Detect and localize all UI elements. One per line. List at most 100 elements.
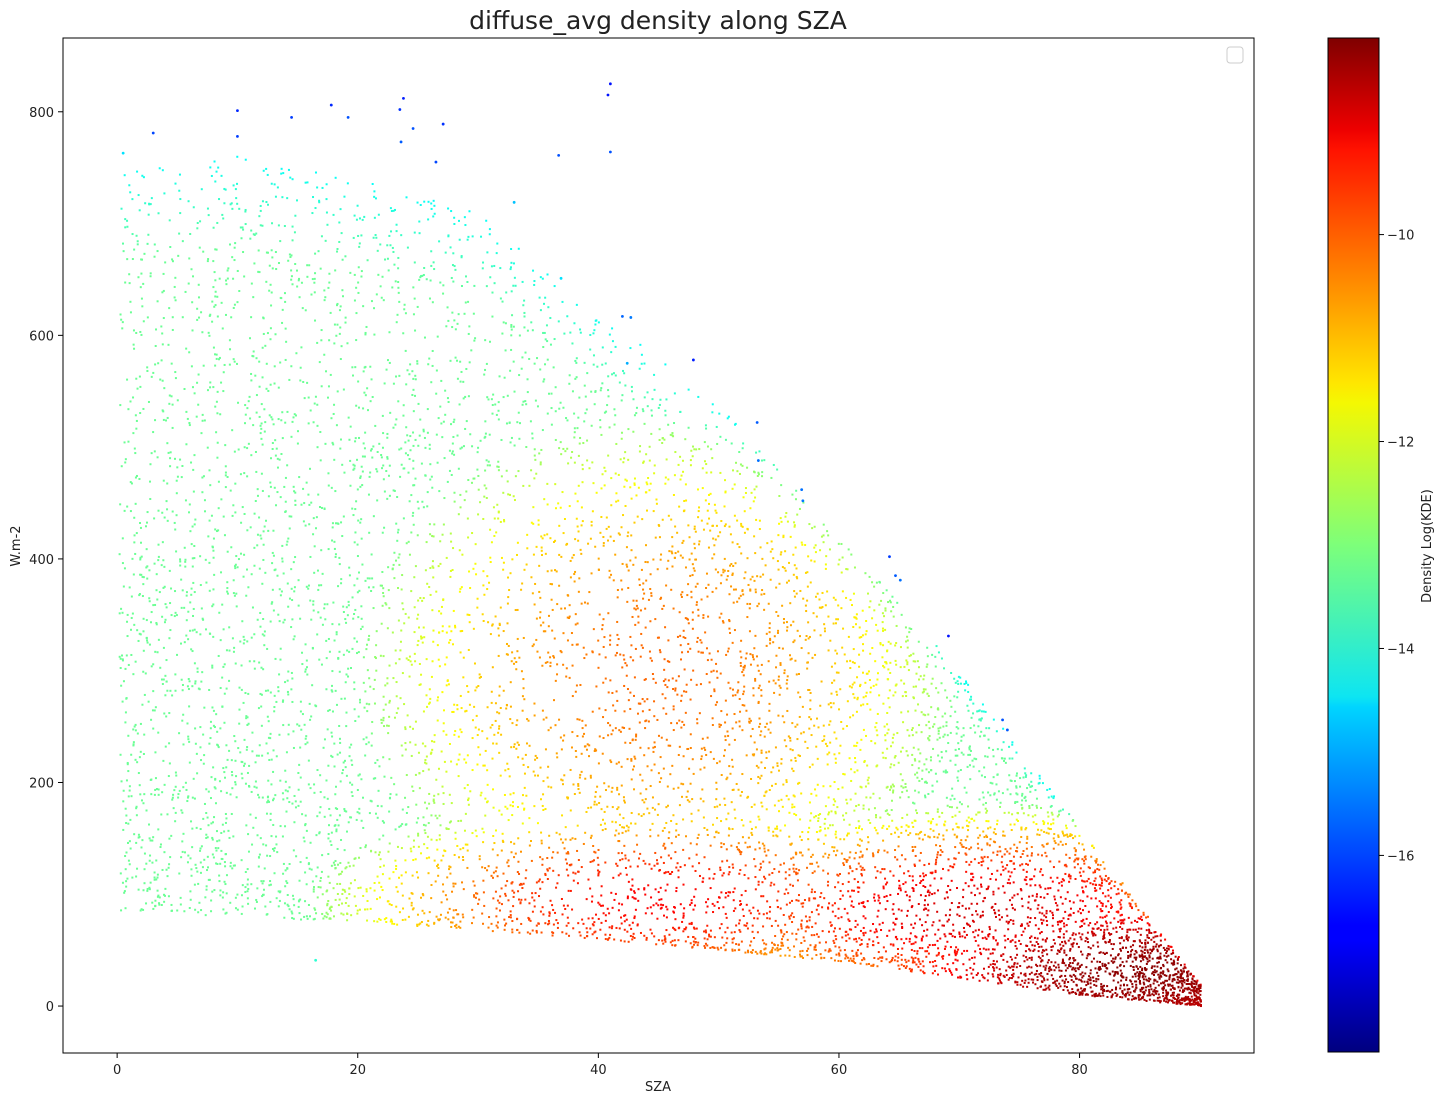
density-point: [401, 754, 404, 757]
density-point: [417, 507, 420, 510]
density-point: [397, 256, 400, 259]
density-point: [215, 248, 218, 251]
density-point: [428, 856, 431, 859]
density-point: [209, 737, 212, 740]
density-point: [546, 776, 549, 779]
density-point: [460, 586, 463, 589]
density-point: [518, 334, 521, 337]
density-point: [202, 250, 205, 253]
density-point: [271, 442, 274, 445]
density-point: [284, 476, 287, 479]
density-point: [433, 204, 436, 207]
density-point: [561, 783, 564, 786]
density-point: [168, 637, 171, 640]
density-point: [915, 685, 918, 688]
density-point: [646, 509, 649, 512]
density-point: [540, 448, 543, 451]
density-point: [174, 377, 177, 380]
density-point: [444, 663, 447, 666]
density-point: [630, 497, 633, 500]
density-point: [832, 622, 835, 625]
density-point: [222, 891, 225, 894]
density-point: [127, 440, 130, 443]
density-point: [468, 210, 471, 213]
density-point: [511, 801, 514, 804]
density-point: [522, 304, 525, 307]
density-point: [830, 692, 833, 695]
density-point: [403, 703, 406, 706]
density-point: [895, 663, 898, 666]
density-point: [793, 795, 796, 798]
density-point: [157, 731, 160, 734]
density-point: [384, 703, 387, 706]
density-point: [388, 699, 391, 702]
density-point: [157, 362, 160, 365]
density-point: [502, 491, 505, 494]
density-point: [922, 688, 925, 691]
density-point: [697, 510, 700, 513]
density-point: [383, 775, 386, 778]
density-point: [412, 377, 415, 380]
density-point: [481, 613, 484, 616]
density-point: [373, 307, 376, 310]
density-point: [599, 389, 602, 392]
density-point: [166, 416, 169, 419]
density-point: [237, 448, 240, 451]
density-point: [320, 549, 323, 552]
density-point: [180, 678, 183, 681]
density-point: [498, 809, 501, 812]
density-point: [875, 722, 878, 725]
density-point: [196, 670, 199, 673]
density-point: [712, 537, 715, 540]
density-point: [577, 784, 580, 787]
density-point: [119, 503, 122, 506]
density-point: [353, 879, 356, 882]
density-point: [799, 818, 802, 821]
density-point: [312, 603, 315, 606]
density-point: [912, 825, 915, 828]
density-point: [576, 824, 579, 827]
density-point: [424, 446, 427, 449]
density-point: [942, 735, 945, 738]
density-point: [342, 769, 345, 772]
density-point: [544, 363, 547, 366]
density-point: [188, 424, 191, 427]
density-point: [559, 401, 562, 404]
density-point: [136, 867, 139, 870]
density-point: [171, 260, 174, 263]
density-point: [152, 907, 155, 910]
density-point: [259, 424, 262, 427]
density-point: [174, 276, 177, 279]
density-point: [438, 610, 441, 613]
density-point: [813, 560, 816, 563]
density-point: [465, 761, 468, 764]
density-point: [888, 825, 891, 828]
density-point: [316, 341, 319, 344]
density-point: [464, 395, 467, 398]
density-point: [566, 419, 569, 422]
density-point: [203, 706, 206, 709]
density-point: [862, 649, 865, 652]
density-point: [437, 767, 440, 770]
density-point: [497, 654, 500, 657]
density-point: [836, 693, 839, 696]
density-point: [213, 786, 216, 789]
density-point: [208, 632, 211, 635]
density-point: [451, 710, 454, 713]
density-point: [761, 475, 764, 478]
density-point: [525, 794, 528, 797]
density-point: [517, 756, 520, 759]
density-point: [216, 441, 219, 444]
density-point: [967, 816, 970, 819]
density-point: [600, 387, 603, 390]
density-point: [985, 811, 988, 814]
density-point: [337, 585, 340, 588]
density-point: [987, 827, 990, 830]
density-point: [511, 722, 514, 725]
density-point: [517, 470, 520, 473]
density-point: [360, 465, 363, 468]
density-point: [323, 738, 326, 741]
density-point: [261, 754, 264, 757]
density-point: [397, 286, 400, 289]
density-point: [299, 617, 302, 620]
